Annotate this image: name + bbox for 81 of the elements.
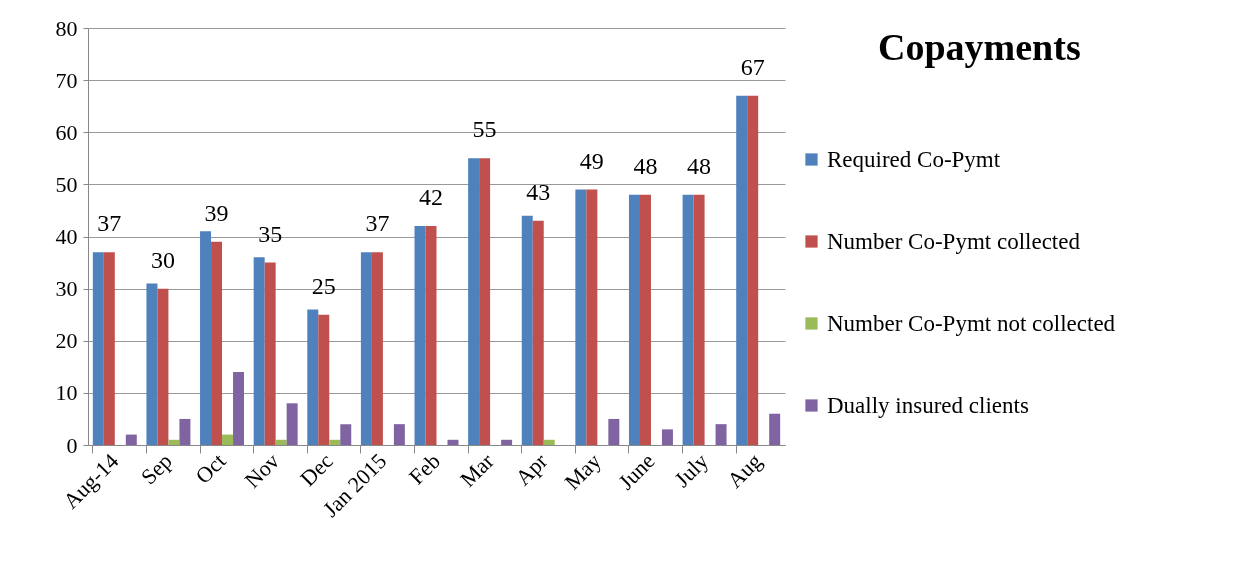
bar — [103, 252, 115, 445]
data-label: 48 — [633, 152, 658, 179]
x-tick-label: Feb — [403, 448, 445, 490]
bar — [233, 372, 245, 445]
x-tick-label: July — [669, 448, 714, 492]
bar — [318, 314, 330, 445]
bar — [447, 439, 459, 445]
bar — [736, 95, 748, 445]
bar — [125, 434, 137, 445]
bar — [575, 189, 587, 445]
data-label: 49 — [579, 147, 604, 174]
text: Copayments — [878, 26, 1081, 68]
bar — [168, 439, 180, 445]
x-tick-label: June — [613, 448, 660, 495]
bar — [92, 252, 104, 445]
data-label: 37 — [97, 210, 122, 237]
bar — [414, 226, 426, 445]
data-label: 42 — [419, 184, 443, 211]
bar — [157, 288, 169, 445]
bar — [340, 424, 352, 445]
data-label: 67 — [740, 53, 765, 80]
x-tick-label: Sep — [135, 448, 177, 490]
bar — [532, 220, 544, 445]
bar — [393, 424, 405, 445]
data-label: 48 — [687, 152, 712, 179]
bar — [360, 252, 372, 445]
y-tick-label: 30 — [55, 276, 78, 302]
legend-label: Number Co-Pymt not collected — [827, 310, 1116, 336]
x-tick-label: Dec — [295, 448, 338, 492]
legend-label: Dually insured clients — [827, 392, 1029, 418]
bar — [329, 439, 341, 445]
x-tick-label: Nov — [239, 448, 285, 493]
y-tick-label: 40 — [55, 224, 78, 249]
bar — [179, 418, 191, 445]
bar — [211, 241, 223, 445]
x-tick-label: Oct — [190, 448, 231, 489]
bar — [253, 257, 265, 445]
bar — [661, 429, 673, 445]
bar — [222, 434, 234, 445]
bar — [693, 194, 705, 445]
bar — [586, 189, 598, 445]
bar — [479, 158, 491, 445]
data-label: 30 — [150, 246, 175, 273]
y-tick-label: 70 — [55, 67, 78, 93]
bar — [715, 424, 727, 445]
bar — [286, 403, 298, 445]
y-tick-label: 80 — [55, 15, 78, 41]
bar — [639, 194, 651, 445]
bar — [200, 231, 212, 445]
y-tick-label: 10 — [55, 380, 78, 406]
bar — [543, 439, 555, 445]
legend-label: Required Co-Pymt — [827, 146, 1001, 172]
data-label: 37 — [365, 210, 390, 237]
bar — [264, 262, 276, 445]
bar — [747, 95, 759, 445]
bar — [521, 215, 533, 445]
x-tick-label: Apr — [510, 447, 553, 491]
x-tick-label: Aug — [722, 448, 767, 493]
bar — [682, 194, 694, 445]
bar — [307, 309, 319, 445]
y-tick-label: 50 — [55, 171, 78, 197]
x-tick-label: Mar — [455, 447, 500, 492]
bar — [275, 439, 287, 445]
bar — [769, 413, 781, 445]
y-tick-label: 0 — [66, 432, 78, 458]
data-label: 43 — [526, 178, 551, 205]
bar — [371, 252, 383, 445]
data-label: 39 — [204, 199, 229, 226]
data-label: 35 — [258, 220, 283, 247]
bar — [146, 283, 158, 445]
y-tick-label: 20 — [55, 328, 78, 354]
bar — [425, 226, 437, 445]
bar — [468, 158, 480, 445]
x-tick-label: May — [559, 448, 606, 495]
bar — [628, 194, 640, 445]
y-tick-label: 60 — [55, 119, 78, 145]
data-label: 55 — [472, 116, 497, 143]
legend-label: Number Co-Pymt collected — [827, 228, 1081, 254]
data-label: 25 — [311, 272, 336, 299]
bar — [608, 418, 620, 445]
bar — [501, 439, 513, 445]
